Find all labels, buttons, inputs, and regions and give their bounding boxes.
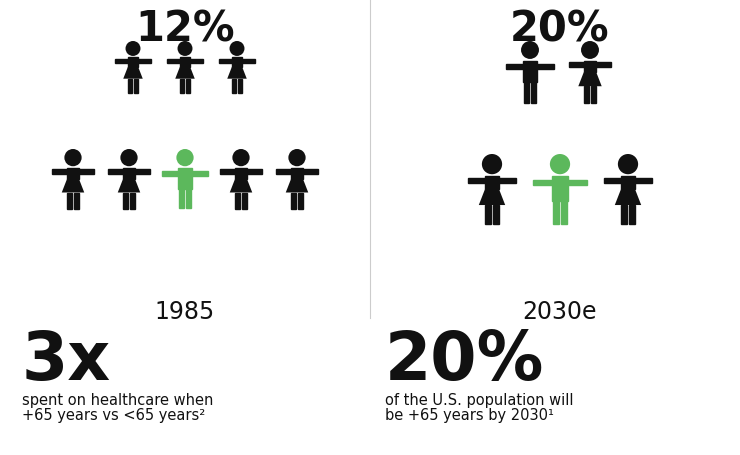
FancyBboxPatch shape — [246, 170, 262, 175]
FancyBboxPatch shape — [531, 83, 536, 103]
Circle shape — [618, 155, 638, 175]
FancyBboxPatch shape — [221, 170, 235, 175]
FancyBboxPatch shape — [568, 63, 584, 68]
FancyBboxPatch shape — [124, 193, 128, 210]
FancyBboxPatch shape — [186, 189, 191, 209]
FancyBboxPatch shape — [561, 201, 567, 224]
FancyBboxPatch shape — [493, 206, 499, 225]
FancyBboxPatch shape — [242, 193, 246, 210]
FancyBboxPatch shape — [235, 168, 246, 180]
Polygon shape — [61, 180, 84, 193]
FancyBboxPatch shape — [533, 180, 552, 186]
FancyBboxPatch shape — [219, 60, 232, 64]
FancyBboxPatch shape — [584, 61, 596, 73]
Circle shape — [176, 150, 194, 167]
FancyBboxPatch shape — [499, 178, 517, 184]
FancyBboxPatch shape — [162, 172, 178, 176]
Text: +65 years vs <65 years²: +65 years vs <65 years² — [22, 407, 205, 422]
FancyBboxPatch shape — [192, 172, 208, 176]
FancyBboxPatch shape — [568, 180, 588, 186]
Circle shape — [550, 155, 570, 175]
FancyBboxPatch shape — [523, 61, 537, 83]
Circle shape — [289, 150, 306, 167]
Text: 3x: 3x — [22, 327, 111, 393]
FancyBboxPatch shape — [74, 193, 78, 210]
FancyBboxPatch shape — [242, 60, 255, 64]
FancyBboxPatch shape — [115, 60, 128, 64]
FancyBboxPatch shape — [591, 87, 596, 104]
Polygon shape — [118, 180, 141, 193]
Circle shape — [64, 150, 81, 167]
Circle shape — [521, 42, 539, 60]
FancyBboxPatch shape — [506, 65, 523, 70]
FancyBboxPatch shape — [629, 206, 634, 225]
FancyBboxPatch shape — [485, 206, 491, 225]
Text: 1985: 1985 — [155, 299, 215, 324]
FancyBboxPatch shape — [134, 80, 138, 94]
FancyBboxPatch shape — [135, 170, 149, 175]
FancyBboxPatch shape — [297, 193, 303, 210]
FancyBboxPatch shape — [53, 170, 67, 175]
Polygon shape — [615, 190, 641, 206]
Text: 20%: 20% — [385, 327, 545, 393]
FancyBboxPatch shape — [622, 177, 635, 190]
Polygon shape — [175, 68, 195, 80]
FancyBboxPatch shape — [292, 193, 296, 210]
FancyBboxPatch shape — [235, 193, 240, 210]
FancyBboxPatch shape — [232, 80, 236, 94]
FancyBboxPatch shape — [232, 58, 242, 68]
Circle shape — [229, 42, 244, 57]
FancyBboxPatch shape — [292, 168, 303, 180]
FancyBboxPatch shape — [128, 80, 132, 94]
Text: 2030e: 2030e — [522, 299, 597, 324]
FancyBboxPatch shape — [485, 177, 499, 190]
Circle shape — [482, 155, 502, 175]
FancyBboxPatch shape — [181, 80, 184, 94]
FancyBboxPatch shape — [596, 63, 611, 68]
FancyBboxPatch shape — [622, 206, 628, 225]
Circle shape — [178, 42, 192, 57]
FancyBboxPatch shape — [635, 178, 652, 184]
FancyBboxPatch shape — [67, 168, 78, 180]
FancyBboxPatch shape — [167, 60, 180, 64]
FancyBboxPatch shape — [180, 58, 190, 68]
Text: 12%: 12% — [135, 8, 235, 50]
Circle shape — [581, 42, 599, 60]
FancyBboxPatch shape — [186, 80, 189, 94]
FancyBboxPatch shape — [604, 178, 622, 184]
Circle shape — [232, 150, 249, 167]
FancyBboxPatch shape — [128, 58, 138, 68]
Polygon shape — [479, 190, 505, 206]
FancyBboxPatch shape — [138, 60, 151, 64]
Polygon shape — [578, 73, 602, 87]
FancyBboxPatch shape — [524, 83, 529, 103]
Text: of the U.S. population will: of the U.S. population will — [385, 392, 574, 407]
FancyBboxPatch shape — [303, 170, 317, 175]
Text: spent on healthcare when: spent on healthcare when — [22, 392, 213, 407]
Polygon shape — [229, 180, 252, 193]
FancyBboxPatch shape — [178, 168, 192, 189]
FancyBboxPatch shape — [276, 170, 292, 175]
FancyBboxPatch shape — [124, 168, 135, 180]
Circle shape — [126, 42, 141, 57]
FancyBboxPatch shape — [67, 193, 73, 210]
FancyBboxPatch shape — [468, 178, 485, 184]
FancyBboxPatch shape — [238, 80, 242, 94]
FancyBboxPatch shape — [130, 193, 135, 210]
Polygon shape — [227, 68, 246, 80]
FancyBboxPatch shape — [78, 170, 94, 175]
FancyBboxPatch shape — [537, 65, 554, 70]
FancyBboxPatch shape — [190, 60, 203, 64]
Polygon shape — [124, 68, 143, 80]
FancyBboxPatch shape — [108, 170, 124, 175]
FancyBboxPatch shape — [554, 201, 559, 224]
FancyBboxPatch shape — [552, 177, 568, 201]
Text: 20%: 20% — [510, 8, 610, 50]
FancyBboxPatch shape — [584, 87, 589, 104]
FancyBboxPatch shape — [179, 189, 184, 209]
Circle shape — [121, 150, 138, 167]
Text: be +65 years by 2030¹: be +65 years by 2030¹ — [385, 407, 554, 422]
Polygon shape — [286, 180, 309, 193]
